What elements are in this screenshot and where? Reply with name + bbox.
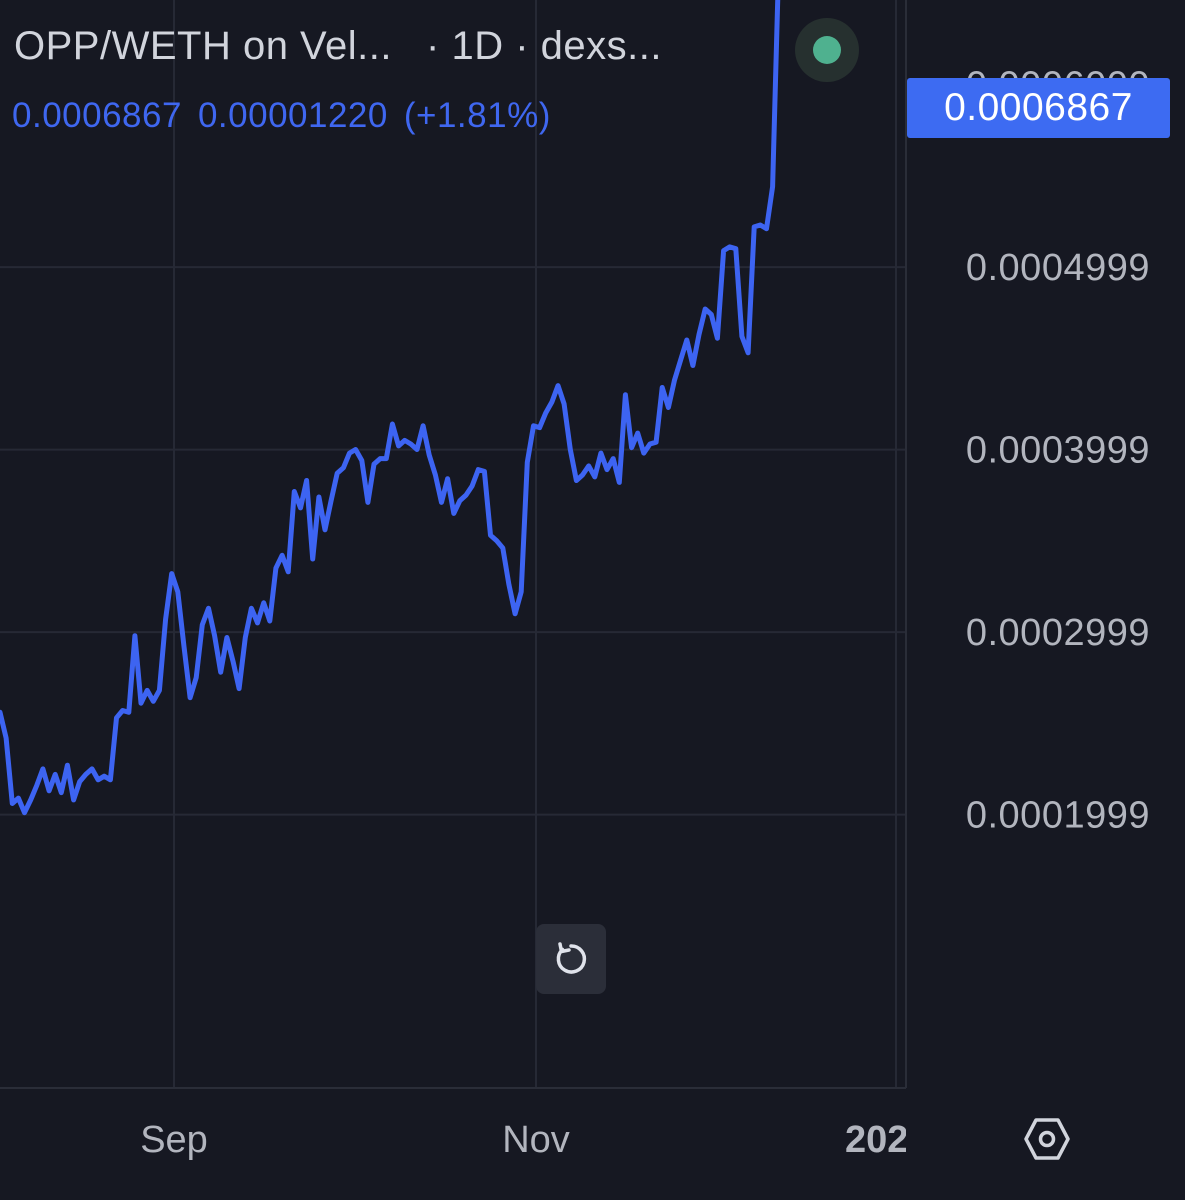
last-price-tag: 0.0006867	[907, 78, 1170, 138]
price-series-line	[0, 0, 781, 816]
chart-settings-button[interactable]	[1020, 1112, 1074, 1166]
x-tick-label: 202	[845, 1119, 908, 1161]
price-axis-labels: 0.00070000.00060000.00049990.00039990.00…	[966, 65, 1150, 837]
axes	[0, 0, 907, 1089]
settings-hexagon-icon	[1024, 1118, 1070, 1160]
legend-change-pct: (+1.81%)	[403, 96, 551, 135]
legend-last-value: 0.0006867	[12, 96, 182, 135]
legend-values: 0.0006867 0.00001220 (+1.81%)	[12, 96, 567, 136]
chart-header: OPP/WETH on Vel... · 1D · dexs...	[14, 24, 662, 69]
live-status-indicator	[795, 18, 859, 82]
y-tick-label: 0.0004999	[966, 247, 1150, 289]
grid-lines	[0, 0, 906, 1088]
x-tick-label: Nov	[502, 1119, 570, 1161]
pair-title[interactable]: OPP/WETH on Vel...	[14, 24, 393, 68]
live-status-dot-icon	[813, 36, 841, 64]
y-tick-label: 0.0003999	[966, 430, 1150, 472]
x-tick-label: Sep	[140, 1119, 208, 1161]
legend-change: 0.00001220	[197, 96, 388, 135]
time-axis-labels: Sep Nov 202	[140, 1119, 908, 1161]
y-tick-label: 0.0002999	[966, 612, 1150, 654]
reset-rotate-icon	[556, 942, 587, 974]
reset-chart-button[interactable]	[536, 924, 606, 994]
y-tick-label: 0.0001999	[966, 795, 1150, 837]
interval-source[interactable]: · 1D · dexs...	[426, 24, 662, 68]
